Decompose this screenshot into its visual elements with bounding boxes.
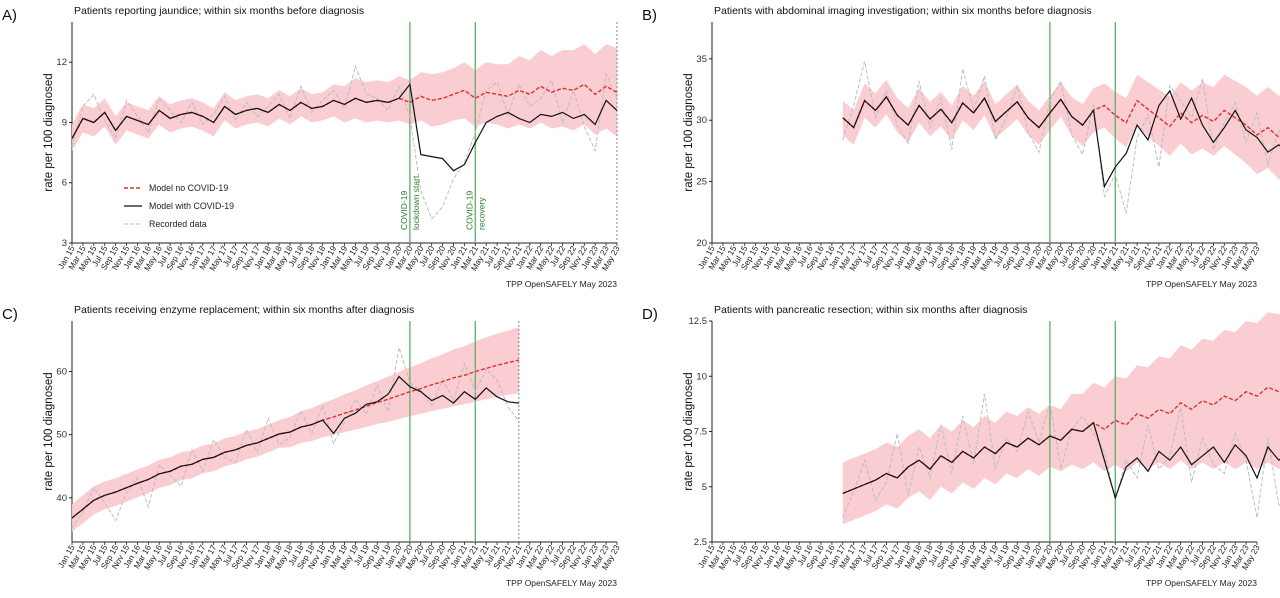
y-tick-label: 9 — [62, 117, 67, 128]
chart-b: B) Patients with abdominal imaging invest… — [642, 5, 1280, 289]
panel-label: A) — [2, 7, 17, 24]
chart-d: D) Patients with pancreatic resection; wi… — [642, 304, 1280, 588]
y-tick-label: 10 — [696, 371, 707, 382]
chart-title: Patients receiving enzyme replacement; w… — [74, 304, 414, 316]
panel-label: B) — [642, 7, 657, 24]
panel-label: D) — [642, 306, 658, 323]
source-note: TPP OpenSAFELY May 2023 — [1146, 578, 1257, 588]
y-axis-label: rate per 100 diagnosed — [683, 73, 695, 191]
series-recorded-data — [842, 393, 1280, 518]
y-tick-label: 35 — [696, 54, 707, 65]
y-tick-label: 60 — [56, 367, 67, 378]
covid-recovery-annotation-line1: COVID-19 — [464, 191, 474, 230]
y-tick-label: 6 — [62, 178, 67, 189]
y-tick-label: 25 — [696, 177, 707, 188]
chart-title: Patients reporting jaundice; within six … — [74, 5, 364, 17]
y-axis-label: rate per 100 diagnosed — [43, 73, 55, 191]
legend-label-model_with_covid: Model with COVID-19 — [149, 201, 234, 211]
y-tick-label: 20 — [696, 238, 707, 249]
series-model-with-covid — [71, 375, 519, 519]
panel-b: B) Patients with abdominal imaging invest… — [640, 0, 1280, 299]
y-tick-label: 7.5 — [694, 427, 707, 438]
legend-label-model_no_covid: Model no COVID-19 — [149, 183, 228, 193]
y-tick-label: 2.5 — [694, 537, 707, 548]
y-tick-label: 30 — [696, 115, 707, 126]
confidence-band — [842, 74, 1280, 180]
y-tick-label: 40 — [56, 493, 67, 504]
chart-title: Patients with pancreatic resection; with… — [714, 304, 1027, 316]
confidence-band — [842, 312, 1280, 525]
y-tick-label: 3 — [62, 238, 67, 249]
y-tick-label: 50 — [56, 430, 67, 441]
panel-c: C) Patients receiving enzyme replacement;… — [0, 299, 640, 598]
confidence-band — [72, 44, 617, 151]
y-tick-label: 5 — [702, 482, 707, 493]
series-model-with-covid — [842, 89, 1280, 189]
panel-d: D) Patients with pancreatic resection; wi… — [640, 299, 1280, 598]
chart-a: A) Patients reporting jaundice; within si… — [2, 5, 622, 289]
chart-title: Patients with abdominal imaging investig… — [714, 5, 1092, 17]
panel-a: A) Patients reporting jaundice; within si… — [0, 0, 640, 299]
y-tick-label: 12.5 — [689, 316, 708, 327]
chart-c: C) Patients receiving enzyme replacement;… — [2, 304, 622, 588]
series-recorded-data — [71, 64, 618, 220]
covid-recovery-annotation-line2: recovery — [476, 197, 486, 230]
source-note: TPP OpenSAFELY May 2023 — [506, 279, 617, 289]
y-tick-label: 12 — [56, 57, 67, 68]
y-axis-label: rate per 100 diagnosed — [43, 372, 55, 490]
series-model-with-covid — [71, 82, 618, 172]
y-axis-label: rate per 100 diagnosed — [683, 372, 695, 490]
series-model-with-covid — [842, 421, 1280, 500]
panel-label: C) — [2, 306, 18, 323]
legend-label-recorded: Recorded data — [149, 219, 207, 229]
series-recorded-data — [71, 347, 520, 529]
source-note: TPP OpenSAFELY May 2023 — [506, 578, 617, 588]
covid-start-annotation-line1: COVID-19 — [399, 191, 409, 230]
source-note: TPP OpenSAFELY May 2023 — [1146, 279, 1257, 289]
covid-start-annotation-line2: lockdown start — [411, 175, 421, 230]
